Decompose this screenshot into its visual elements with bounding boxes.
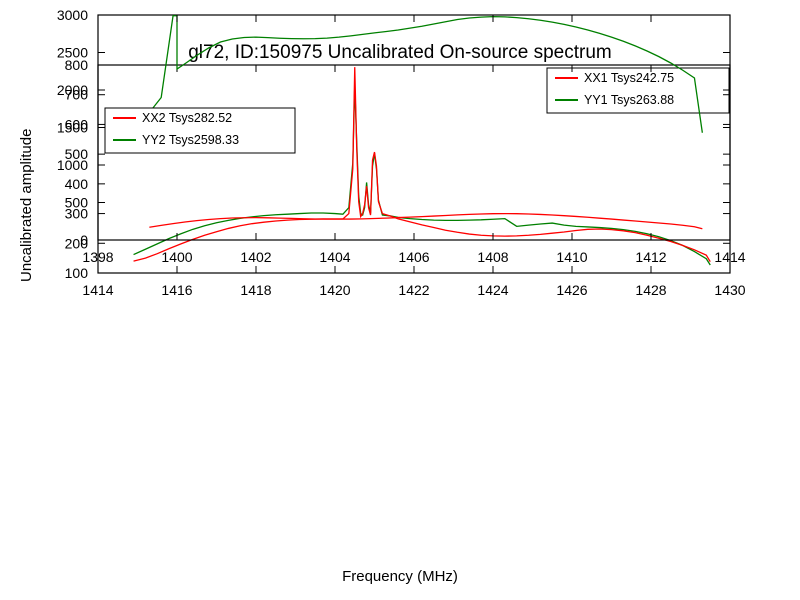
y-tick-label: 2500: [57, 45, 88, 61]
bottom-legend-label-1: XX2 Tsys282.52: [142, 111, 232, 125]
bottom-legend-label-2: YY2 Tsys2598.33: [142, 133, 239, 147]
figure-container: gl72, ID:150975 Uncalibrated On-source s…: [0, 0, 800, 600]
x-tick-label: 1410: [556, 249, 587, 265]
x-tick-label: 1398: [82, 249, 113, 265]
xx2-line: [149, 214, 702, 229]
y-tick-label: 1500: [57, 120, 88, 136]
bottom-panel-svg: XX2 Tsys282.52 YY2 Tsys2598.33 1398 1400 1…: [0, 0, 800, 300]
y-tick-label: 500: [65, 195, 89, 211]
x-tick-label: 1412: [635, 249, 666, 265]
bottom-panel-xlabel: Frequency (MHz): [0, 568, 800, 585]
y-tick-label: 2000: [57, 82, 88, 98]
y-tick-label: 3000: [57, 7, 88, 23]
x-tick-label: 1406: [398, 249, 429, 265]
x-tick-label: 1408: [477, 249, 508, 265]
x-tick-label: 1404: [319, 249, 350, 265]
bottom-plot-area[interactable]: XX2 Tsys282.52 YY2 Tsys2598.33: [98, 15, 730, 240]
bottom-legend[interactable]: XX2 Tsys282.52 YY2 Tsys2598.33: [105, 108, 295, 153]
y-tick-label: 1000: [57, 157, 88, 173]
x-tick-label: 1400: [161, 249, 192, 265]
x-tick-label: 1414: [714, 249, 745, 265]
x-tick-label: 1402: [240, 249, 271, 265]
y-tick-label: 0: [80, 232, 88, 248]
